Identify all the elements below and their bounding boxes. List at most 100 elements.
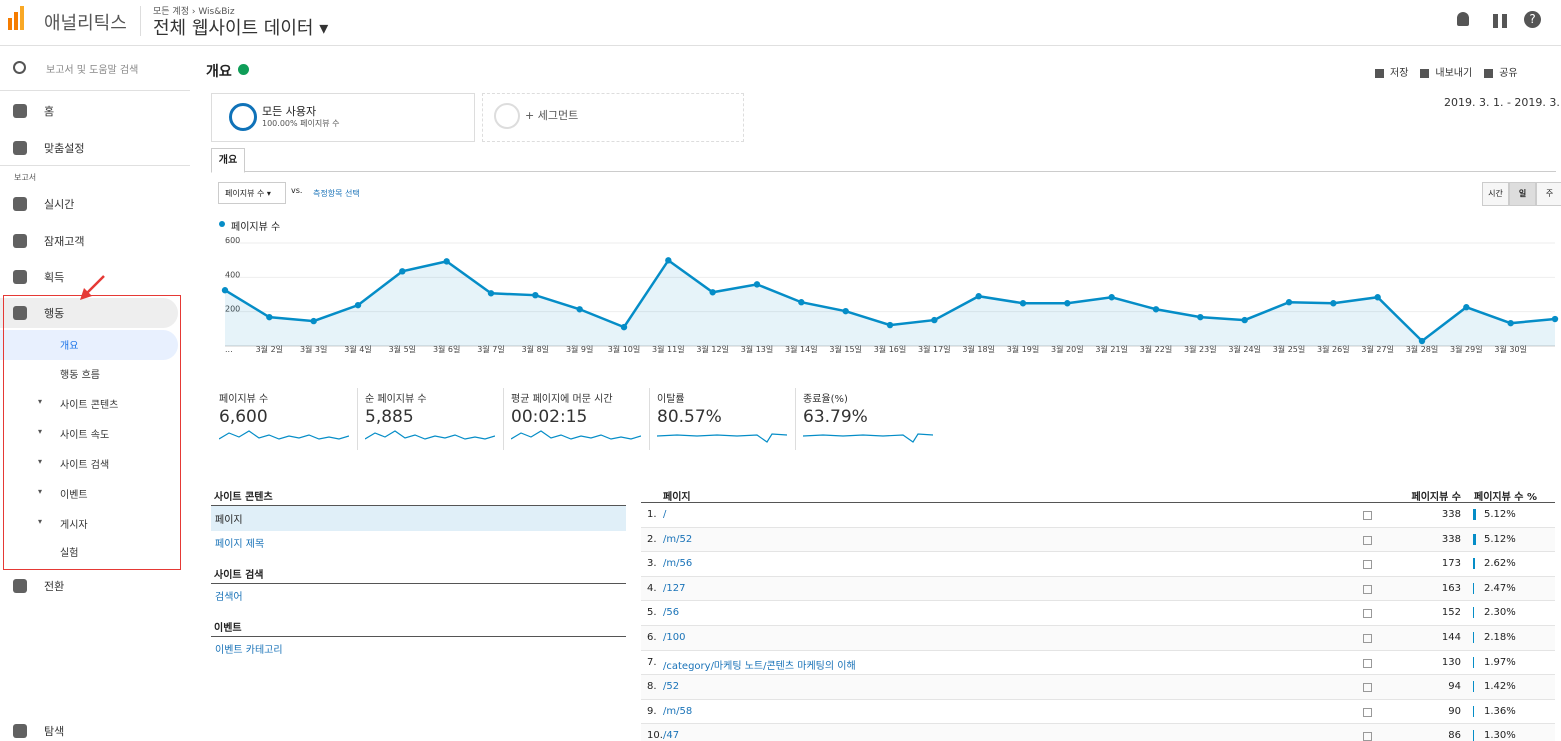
view-name[interactable]: 전체 웹사이트 데이터 (153, 18, 314, 39)
metric-card: 순 페이지뷰 수 5,885 (357, 388, 503, 450)
action-button[interactable]: 저장 (1390, 68, 1409, 79)
table-row: 6. /100 144 2.18% (641, 625, 1555, 651)
tab[interactable]: 개요 (211, 148, 245, 173)
metric-value: 5,885 (365, 407, 414, 427)
column-header[interactable]: 페이지뷰 수 (1411, 492, 1461, 503)
point (1285, 299, 1293, 306)
point (310, 317, 317, 325)
pct-label: 1.42% (1484, 681, 1516, 693)
metric-value: 00:02:15 (511, 407, 588, 427)
open-icon[interactable] (1363, 560, 1372, 570)
x-tick-label: 3월 20일 (1051, 344, 1084, 354)
apps-icon[interactable] (1493, 14, 1507, 28)
nav-item[interactable]: 행동 (0, 298, 178, 328)
x-tick-label: 3월 10일 (608, 344, 641, 354)
x-tick-label: 3월 23일 (1184, 344, 1217, 354)
segment-ring (229, 103, 257, 131)
page-link[interactable]: /127 (663, 582, 686, 594)
nav-link[interactable]: 이벤트 카테고리 (215, 645, 283, 656)
page-link[interactable]: / (663, 509, 667, 520)
help-icon[interactable]: ? (1524, 11, 1541, 28)
open-icon[interactable] (1363, 683, 1372, 693)
point (1064, 300, 1071, 307)
page-link[interactable]: /100 (663, 631, 686, 643)
open-icon[interactable] (1363, 609, 1372, 619)
nav-icon (13, 104, 27, 118)
nav-item[interactable]: 홈 (0, 96, 190, 126)
action-button[interactable]: 공유 (1499, 68, 1518, 79)
nav-link[interactable]: 페이지 제목 (215, 539, 265, 550)
account[interactable]: 모든 계정 (153, 7, 189, 17)
add-segment-card[interactable] (482, 93, 744, 142)
segment-card[interactable] (211, 93, 475, 142)
pct-bar (1473, 681, 1474, 693)
bell-icon[interactable] (1457, 12, 1469, 26)
point (931, 316, 938, 324)
metric-select[interactable]: 페이지뷰 수 ▾ (218, 182, 286, 204)
x-tick-label: 3월 14일 (785, 344, 818, 354)
page-link[interactable]: /m/52 (663, 533, 693, 545)
time-button[interactable]: 일 (1509, 182, 1536, 206)
view-selector[interactable]: 전체 웹사이트 데이터 ▾ (153, 18, 329, 39)
nav-link[interactable]: 검색어 (215, 592, 243, 603)
nav-item[interactable]: 잠재고객 (0, 226, 190, 256)
open-icon[interactable] (1363, 584, 1372, 594)
nav-label: 탐색 (44, 725, 65, 738)
nav-item[interactable]: ▾ 사이트 속도 (0, 419, 190, 449)
breadcrumb[interactable]: 모든 계정 › Wis&Biz (153, 7, 235, 17)
open-icon[interactable] (1363, 732, 1372, 741)
nav-label: 개요 (60, 341, 79, 352)
open-icon[interactable] (1363, 511, 1372, 520)
page-link[interactable]: /52 (663, 681, 680, 693)
x-tick-label: 3월 25일 (1273, 344, 1306, 354)
nav-item[interactable]: ▾ 사이트 검색 (0, 449, 190, 479)
x-tick-label: 3월 15일 (829, 344, 862, 354)
pct-label: 1.36% (1484, 705, 1516, 717)
page-link[interactable]: /47 (663, 730, 680, 741)
action-button[interactable]: 내보내기 (1435, 68, 1473, 79)
nav-link[interactable]: 페이지 (211, 506, 626, 531)
property[interactable]: Wis&Biz (198, 7, 235, 17)
logo-text: 애널리틱스 (44, 13, 127, 34)
x-tick-label: 3월 7일 (477, 344, 504, 354)
time-button[interactable]: 주 (1536, 182, 1561, 206)
page-link[interactable]: /56 (663, 607, 680, 619)
page-link[interactable]: /m/56 (663, 558, 693, 570)
date-range[interactable]: 2019. 3. 1. - 2019. 3. (1444, 96, 1560, 109)
nav-item[interactable]: 실시간 (0, 189, 190, 219)
pct-bar (1473, 631, 1475, 643)
nav-item[interactable]: 획득 (0, 262, 190, 292)
nav-item[interactable]: 개요 (0, 330, 178, 360)
nav-item[interactable]: 행동 흐름 (0, 359, 190, 389)
add-segment-ring (494, 103, 520, 129)
x-tick-label: 3월 9일 (566, 344, 593, 354)
search-box[interactable]: 보고서 및 도움말 검색 (46, 65, 139, 76)
caret: ▾ (38, 397, 43, 406)
dimension-nav: 사이트 콘텐츠 페이지 페이지 제목 사이트 검색 검색어 이벤트 이벤트 카테고리 (211, 486, 626, 660)
page-link[interactable]: /m/58 (663, 705, 693, 717)
nav-item[interactable]: ▾ 사이트 콘텐츠 (0, 389, 190, 419)
column-header[interactable]: 페이지뷰 수 % (1474, 492, 1537, 503)
choose-metric[interactable]: 측정항목 선택 (313, 189, 360, 198)
open-icon[interactable] (1363, 658, 1372, 668)
nav-item[interactable]: 전환 (0, 571, 190, 601)
point (1551, 315, 1559, 323)
nav-icon (13, 579, 27, 593)
table-header: 페이지 페이지뷰 수 페이지뷰 수 % (641, 486, 1555, 503)
point (1197, 313, 1204, 321)
nav-item[interactable]: ▾ 게시자 (0, 509, 190, 539)
time-button[interactable]: 시간 (1482, 182, 1509, 206)
add-segment[interactable]: + 세그먼트 (525, 109, 579, 122)
page-link[interactable]: /category/마케팅 노트/콘텐츠 마케팅의 이해 (663, 660, 856, 672)
open-icon[interactable] (1363, 707, 1372, 717)
data-table: 페이지 페이지뷰 수 페이지뷰 수 % 1. / 338 5.12% 2. /m/52 338 5.… (641, 486, 1555, 741)
nav-item[interactable]: 탐색 (0, 716, 190, 741)
open-icon[interactable] (1363, 535, 1372, 545)
rank: 8. (647, 681, 657, 693)
nav-item[interactable]: ▾ 이벤트 (0, 479, 190, 509)
nav-item[interactable]: 실험 (0, 537, 190, 567)
views: 90 (1448, 705, 1461, 717)
point (1152, 306, 1160, 313)
nav-item[interactable]: 맞춤설정 (0, 133, 190, 163)
open-icon[interactable] (1363, 633, 1372, 643)
